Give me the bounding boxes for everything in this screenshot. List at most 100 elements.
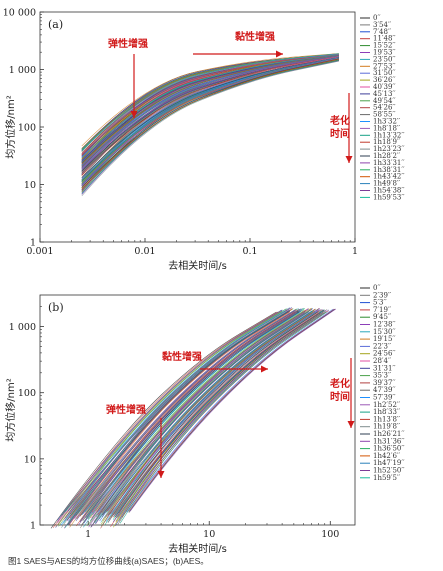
legend-entry: 39′37′′ — [373, 379, 396, 387]
msd-curve — [81, 57, 339, 185]
legend-entry: 49′54′′ — [373, 97, 396, 105]
msd-curve — [81, 55, 339, 169]
y-axis-label: 均方位移/nm² — [4, 95, 17, 158]
y-tick-label: 10 — [24, 454, 36, 465]
msd-curve — [60, 311, 285, 526]
msd-curve — [81, 54, 339, 156]
msd-curve — [115, 311, 324, 523]
msd-curve — [117, 312, 325, 526]
msd-curve — [81, 56, 339, 180]
msd-curve — [68, 311, 291, 525]
legend-entry: 45′13′′ — [373, 90, 396, 98]
x-tick-label: 0.001 — [26, 246, 53, 257]
legend-entry: 1h54′38′′ — [373, 187, 405, 195]
msd-curve — [81, 55, 339, 161]
msd-curve — [81, 59, 339, 192]
x-tick-label: 0.1 — [242, 246, 257, 257]
msd-curve — [61, 311, 285, 528]
msd-curve — [81, 55, 339, 165]
annotation-elastic: 弹性增强 — [108, 37, 148, 50]
legend-entry: 7′48′′ — [373, 28, 392, 36]
y-tick-label: 1 — [30, 521, 36, 532]
annotation-aging: 时间 — [330, 390, 350, 403]
legend-entry: 1h19′8′′ — [373, 423, 401, 431]
msd-curve — [110, 309, 322, 518]
msd-curve — [81, 55, 339, 167]
legend-entry: 1h28′2′′ — [373, 152, 401, 160]
msd-curve — [107, 311, 319, 523]
msd-curve — [63, 312, 286, 529]
msd-curve — [110, 312, 320, 527]
msd-curve — [57, 311, 282, 526]
legend-entry: 9′45′′ — [373, 313, 392, 321]
legend-entry: 35′3′′ — [373, 372, 392, 380]
legend-entry: 19′15′′ — [373, 335, 396, 343]
msd-curve — [52, 311, 279, 528]
msd-curve — [95, 311, 310, 524]
legend-entry: 15′52′′ — [373, 42, 396, 50]
legend-entry: 0′′ — [373, 284, 381, 292]
x-tick-label: 10 — [203, 529, 215, 540]
msd-curve — [75, 310, 296, 522]
legend-entry: 1h42′6′′ — [373, 452, 401, 460]
legend: 0′′2′39′′5′3′′7′19′′9′45′′12′38′′15′30′′… — [360, 284, 405, 482]
y-tick-label: 100 — [18, 123, 36, 134]
msd-curve — [81, 56, 339, 175]
msd-curve — [98, 310, 313, 520]
legend-entry: 57′39′′ — [373, 394, 396, 402]
msd-curve — [55, 311, 280, 529]
legend-entry: 12′38′′ — [373, 321, 396, 329]
legend-entry: 1h43′42′′ — [373, 173, 405, 181]
msd-curve — [101, 312, 313, 527]
msd-curve — [74, 309, 296, 520]
msd-curve — [78, 311, 297, 525]
msd-curve — [115, 312, 323, 526]
figure-caption: 图1 SAES与AES的均方位移曲线(a)SAES；(b)AES。 — [8, 556, 209, 566]
msd-curve — [81, 53, 339, 150]
legend-entry: 3′54′′ — [373, 21, 392, 29]
legend-entry: 1h36′50′′ — [373, 445, 405, 453]
legend-entry: 24′56′′ — [373, 350, 396, 358]
legend-entry: 40′39′′ — [373, 83, 396, 91]
legend-entry: 15′30′′ — [373, 328, 396, 336]
plot-frame — [39, 11, 356, 243]
msd-curve — [81, 54, 339, 163]
msd-curve — [81, 60, 339, 197]
msd-curve — [81, 53, 339, 149]
msd-curve — [81, 54, 339, 155]
annotation-viscous: 黏性增强 — [235, 30, 275, 43]
legend-entry: 1h59′5′′ — [373, 474, 401, 482]
legend-entry: 1h13′8′′ — [373, 415, 401, 423]
legend-entry: 5′3′′ — [373, 299, 387, 307]
msd-curve — [74, 309, 296, 519]
curve-family — [81, 53, 339, 197]
msd-curve — [64, 311, 287, 529]
x-tick-label: 100 — [321, 529, 339, 540]
annotation-elastic: 弹性增强 — [106, 403, 146, 416]
annotation-viscous: 黏性增强 — [162, 350, 202, 363]
legend-entry: 2′39′′ — [373, 291, 392, 299]
chart-panel-b: 1 10 100 1 10 100 1 000 去相关时间/s 均方位移/nm² (b) 0′′2′… — [4, 284, 405, 555]
msd-curve — [104, 312, 316, 526]
legend-entry: 1h38′31′′ — [373, 166, 405, 174]
msd-curve — [69, 311, 290, 528]
legend-entry: 23′50′′ — [373, 55, 396, 63]
msd-curve — [87, 309, 305, 520]
legend-entry: 1h49′8′′ — [373, 180, 401, 188]
msd-curve — [119, 311, 327, 524]
legend-entry: 31′31′′ — [373, 364, 396, 372]
chart-panel-a: 0.001 0.01 0.1 1 1 10 100 1 000 10 000 去相关时间/s 均方位… — [3, 8, 405, 273]
legend-entry: 0′′ — [373, 14, 381, 22]
legend-entry: 7′19′′ — [373, 306, 392, 314]
msd-curve — [67, 311, 290, 526]
msd-curve — [81, 55, 339, 170]
msd-curve — [50, 311, 277, 529]
msd-curve — [81, 56, 339, 174]
legend-entry: 11′48′′ — [373, 35, 396, 43]
y-tick-label: 10 — [24, 180, 36, 191]
y-tick-label: 1 000 — [9, 65, 36, 76]
legend-entry: 1h13′32′′ — [373, 131, 405, 139]
msd-curve — [81, 56, 339, 172]
msd-curve — [94, 311, 309, 524]
